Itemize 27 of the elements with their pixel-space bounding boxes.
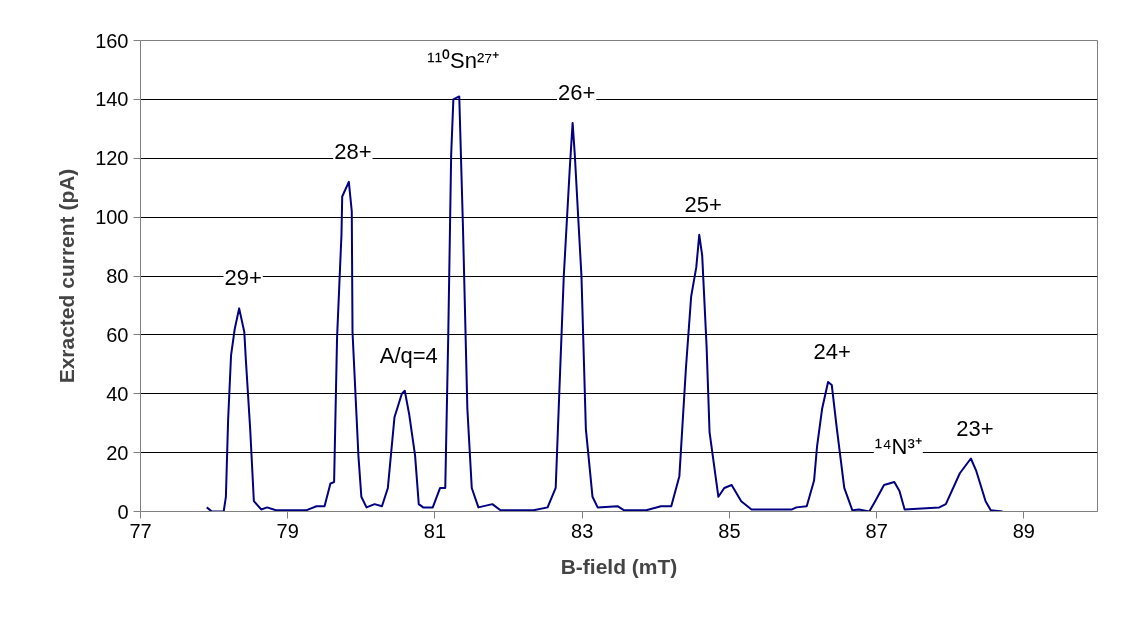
y-tick-label: 0 [117,500,129,523]
y-tick-label: 100 [95,206,129,229]
annotation: ¹¹⁰Sn²⁷⁺ [427,48,500,74]
x-axis-title: B-field (mT) [560,554,678,578]
annotation: A/q=4 [379,342,438,368]
y-tick-label: 160 [95,29,129,52]
x-tick-label: 77 [129,519,152,542]
x-tick-label: 89 [1012,519,1036,542]
y-tick-label: 140 [95,88,129,111]
annotation: 28+ [334,138,372,164]
annotation: 25+ [684,191,722,217]
x-tick-label: 83 [571,519,594,542]
x-tick-label: 81 [423,519,447,542]
annotation: ¹⁴N³⁺ [874,434,922,460]
x-tick-label: 87 [865,519,888,542]
annotation: 29+ [224,265,262,291]
x-tick-label: 85 [718,519,741,542]
y-tick-label: 80 [106,265,129,287]
y-tick-label: 20 [106,441,129,464]
annotation: 24+ [813,338,851,364]
annotation: 26+ [557,79,596,105]
y-tick-label: 40 [106,382,129,405]
x-tick-label: 79 [276,519,299,542]
y-tick-label: 120 [95,147,129,170]
annotation: 23+ [956,415,994,441]
y-tick-label: 60 [106,323,129,346]
y-axis-title: Exracted current (pA) [55,168,79,384]
